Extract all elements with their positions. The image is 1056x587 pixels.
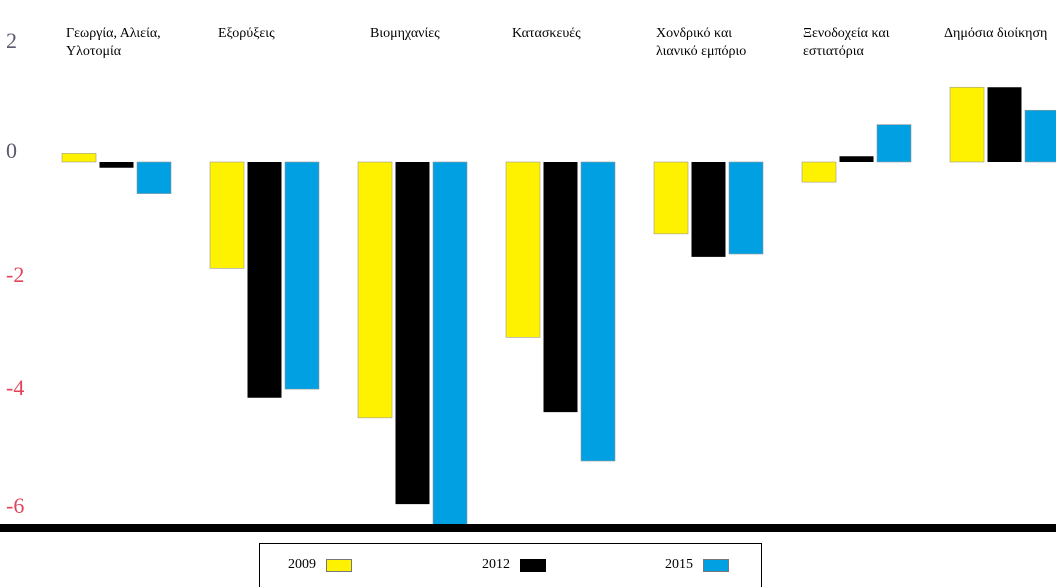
bar-2015 xyxy=(432,161,468,534)
bar-2015 xyxy=(876,124,912,163)
bar-2009 xyxy=(653,161,689,235)
bar-2012 xyxy=(395,162,430,505)
category-label: Εξορύξεις xyxy=(218,26,275,41)
category-label: Χονδρικό και λιανικό εμπόριο xyxy=(656,26,746,59)
y-tick-label: 2 xyxy=(6,28,17,53)
bar-2009 xyxy=(505,161,541,338)
bar-2012 xyxy=(99,162,134,168)
category-label: Γεωργία, Αλιεία, Υλοτομία xyxy=(66,26,161,59)
legend-label-2009: 2009 xyxy=(288,557,316,572)
y-tick-label: -4 xyxy=(6,375,24,400)
bar-2009 xyxy=(949,86,985,163)
legend-label-2012: 2012 xyxy=(482,557,510,572)
legend-swatch-2009 xyxy=(326,558,352,572)
legend: 2009 2012 2015 xyxy=(259,543,762,587)
legend-item-2015: 2015 xyxy=(665,557,729,573)
bar-2009 xyxy=(357,161,393,419)
category-label: Βιομηχανίες xyxy=(370,26,440,41)
legend-label-2015: 2015 xyxy=(665,557,693,572)
bar-2015 xyxy=(728,161,764,255)
category-label: Δημόσια διοίκηση xyxy=(944,26,1047,41)
bar-2009 xyxy=(209,161,245,269)
legend-item-2009: 2009 xyxy=(288,557,352,573)
bar-2012 xyxy=(247,162,282,398)
bar-2009 xyxy=(801,161,837,183)
bar-2012 xyxy=(987,87,1022,162)
category-label: Ξενοδοχεία και εστιατόρια xyxy=(803,26,890,59)
bar-2009 xyxy=(61,153,97,163)
bar-2015 xyxy=(1024,109,1056,163)
bar-2012 xyxy=(839,156,874,162)
legend-swatch-2012 xyxy=(520,558,546,572)
bar-2015 xyxy=(136,161,172,194)
legend-item-2012: 2012 xyxy=(482,557,546,573)
y-tick-label: -2 xyxy=(6,262,24,287)
category-label: Κατασκευές xyxy=(512,26,581,41)
bar-2015 xyxy=(580,161,616,462)
bar-chart: 2 0 -2 -4 -6 Γεωργία, Αλιεία, Υλοτομία Εξορύξε… xyxy=(6,26,1056,534)
y-tick-label: -6 xyxy=(6,493,24,518)
bar-2015 xyxy=(284,161,320,390)
bar-2012 xyxy=(543,162,578,413)
chart-bottom-border xyxy=(0,524,1056,532)
y-tick-label: 0 xyxy=(6,138,17,163)
bar-2012 xyxy=(691,162,726,257)
chart-area: 2 0 -2 -4 -6 Γεωργία, Αλιεία, Υλοτομία Εξορύξε… xyxy=(6,26,1056,534)
legend-swatch-2015 xyxy=(703,558,729,572)
